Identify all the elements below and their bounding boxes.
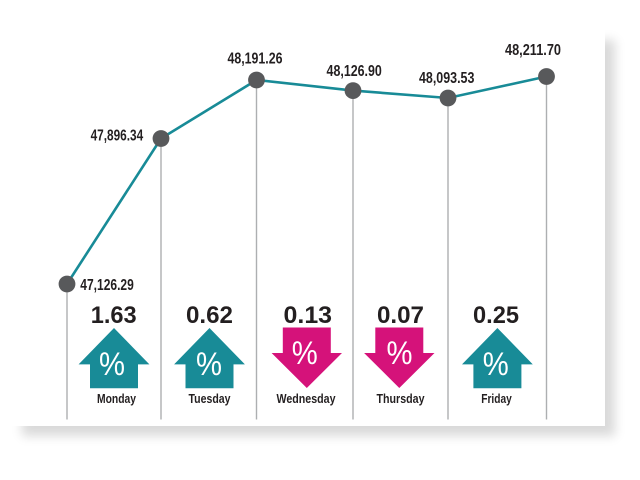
svg-text:0.07: 0.07: [377, 302, 424, 329]
svg-text:Tuesday: Tuesday: [189, 391, 232, 406]
svg-text:48,191.26: 48,191.26: [228, 51, 283, 68]
svg-text:Wednesday: Wednesday: [277, 391, 337, 406]
svg-text:%: %: [292, 335, 318, 371]
svg-text:48,093.53: 48,093.53: [419, 70, 475, 87]
svg-text:%: %: [99, 346, 125, 382]
svg-text:Friday: Friday: [481, 391, 512, 406]
svg-text:48,211.70: 48,211.70: [505, 42, 561, 59]
svg-text:0.25: 0.25: [473, 302, 519, 329]
svg-text:%: %: [483, 346, 509, 382]
svg-text:47,896.34: 47,896.34: [91, 127, 144, 144]
svg-text:Thursday: Thursday: [377, 391, 426, 406]
svg-text:48,126.90: 48,126.90: [327, 63, 382, 80]
svg-text:Monday: Monday: [97, 391, 137, 406]
svg-text:1.63: 1.63: [91, 302, 137, 329]
svg-text:47,126.29: 47,126.29: [80, 277, 134, 294]
svg-text:0.62: 0.62: [186, 302, 233, 329]
svg-text:%: %: [387, 335, 413, 371]
svg-text:0.13: 0.13: [284, 302, 333, 329]
svg-text:%: %: [196, 346, 222, 382]
